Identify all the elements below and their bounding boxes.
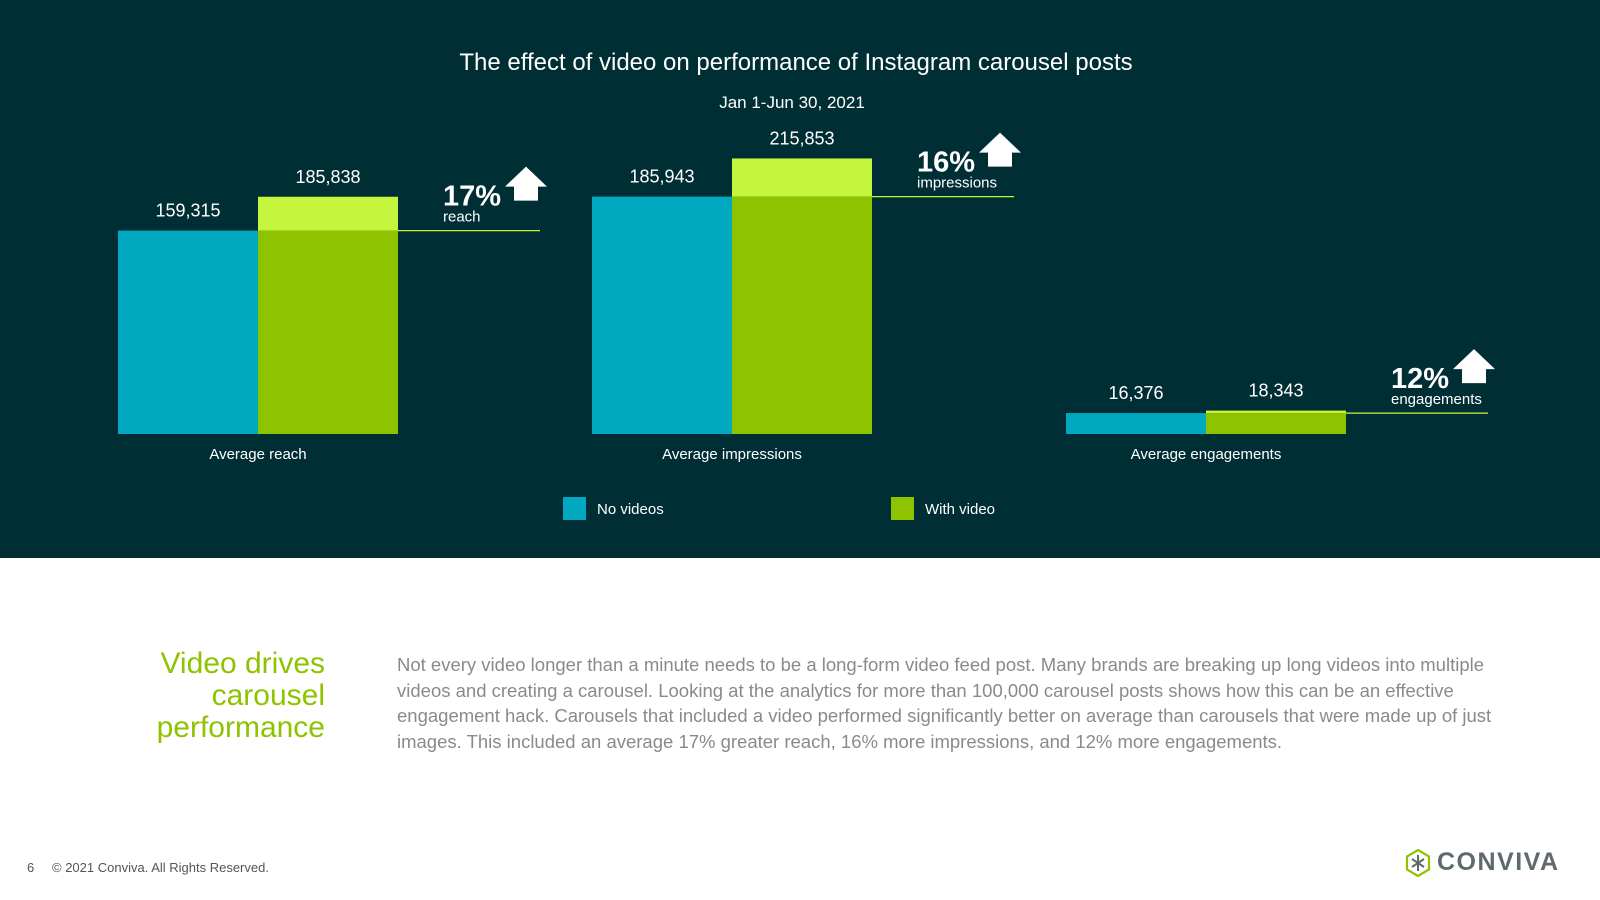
increase-percent: 17% (443, 181, 501, 213)
bar-increase-segment (258, 196, 398, 231)
data-label-with-video: 185,838 (295, 167, 360, 187)
chart-title: The effect of video on performance of In… (459, 49, 1132, 76)
data-label-no-videos: 16,376 (1108, 383, 1163, 403)
headline: Video drives carousel performance (60, 648, 325, 744)
data-label-no-videos: 185,943 (629, 167, 694, 187)
chart-subtitle: Jan 1-Jun 30, 2021 (719, 93, 865, 112)
body-paragraph: Not every video longer than a minute nee… (397, 654, 1492, 752)
increase-label: impressions (917, 175, 997, 192)
bar-chart: The effect of video on performance of In… (118, 49, 1495, 520)
legend-swatch-with-video (891, 497, 914, 520)
data-label-no-videos: 159,315 (155, 201, 220, 221)
increase-label: engagements (1391, 391, 1482, 408)
logo-text: CONVIVA (1437, 848, 1560, 876)
bar-increase-segment (1206, 410, 1346, 414)
up-arrow-icon (979, 132, 1021, 167)
up-arrow-icon (505, 166, 547, 201)
legend-label-with-video: With video (925, 501, 995, 518)
legend-swatch-no-videos (563, 497, 586, 520)
bar-no-videos (1066, 413, 1206, 434)
bar-with-video (732, 196, 872, 434)
legend-label-no-videos: No videos (597, 501, 664, 518)
increase-percent: 16% (917, 147, 975, 179)
copyright-text: © 2021 Conviva. All Rights Reserved. (52, 860, 269, 875)
headline-line-3: performance (156, 711, 325, 744)
bar-increase-segment (732, 158, 872, 197)
conviva-logo-icon (1405, 848, 1431, 877)
headline-line-2: carousel (211, 679, 325, 712)
page-number: 6 (27, 860, 35, 875)
category-label: Average reach (209, 446, 306, 463)
increase-percent: 12% (1391, 363, 1449, 395)
bar-no-videos (118, 230, 258, 434)
chart-panel: The effect of video on performance of In… (0, 0, 1600, 558)
up-arrow-icon (1453, 349, 1495, 384)
bar-no-videos (592, 196, 732, 434)
conviva-logo: CONVIVA (1405, 848, 1560, 877)
category-label: Average engagements (1131, 446, 1282, 463)
category-label: Average impressions (662, 446, 802, 463)
increase-label: reach (443, 209, 481, 226)
bar-with-video (1206, 413, 1346, 434)
bar-with-video (258, 230, 398, 434)
data-label-with-video: 215,853 (769, 128, 834, 148)
data-label-with-video: 18,343 (1248, 381, 1303, 401)
headline-line-1: Video drives (160, 647, 325, 680)
